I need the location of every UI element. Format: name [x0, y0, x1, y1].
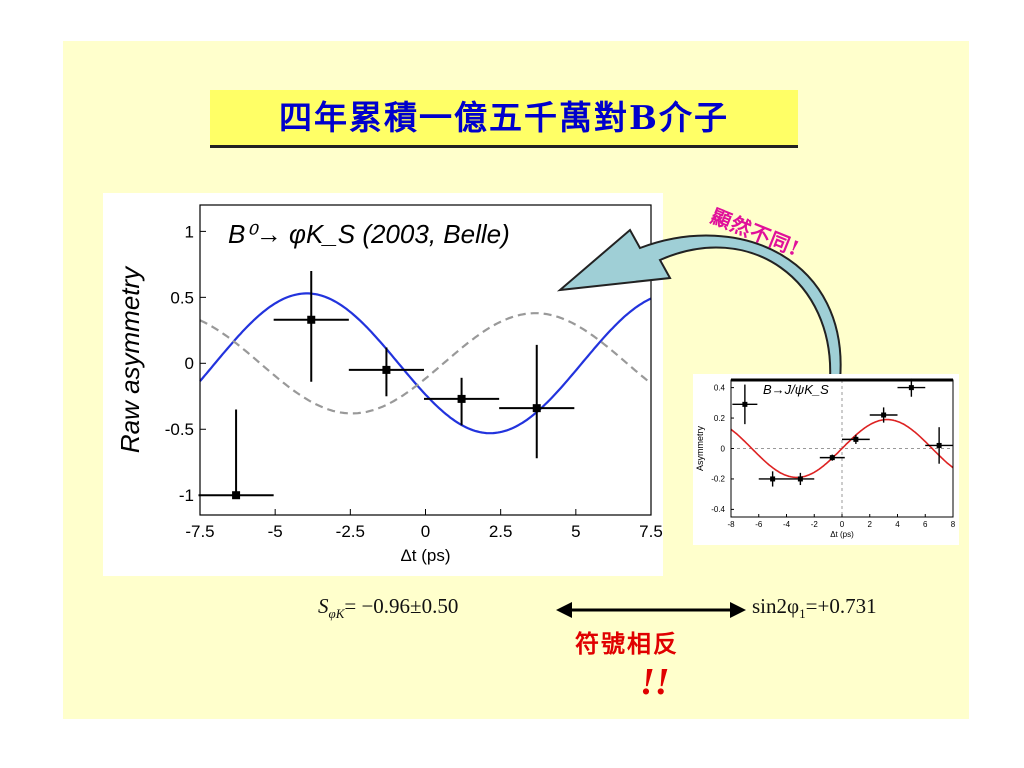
- data-point-4: [499, 344, 575, 459]
- data-point-0: [732, 384, 758, 425]
- point-marker: [853, 436, 859, 442]
- exclamation-marks: !!: [640, 661, 670, 703]
- y-tick-label: 0: [185, 354, 194, 373]
- eq-right-subscript: 1: [799, 606, 806, 622]
- eq-right-symbol: sin2φ: [752, 594, 800, 618]
- point-marker: [908, 385, 914, 391]
- point-marker: [797, 476, 803, 482]
- y-tick-label: -0.2: [711, 475, 725, 484]
- y-tick-label: 1: [185, 222, 194, 241]
- x-tick-label: -4: [783, 520, 791, 529]
- x-axis-title: Δt (ps): [400, 546, 450, 565]
- chart-title: B⁰→ φK_S (2003, Belle): [228, 219, 510, 249]
- x-tick-label: -7.5: [185, 522, 214, 541]
- point-marker: [232, 491, 241, 500]
- point-marker: [936, 442, 942, 448]
- y-axis-title: Raw asymmetry: [115, 265, 145, 453]
- x-tick-label: 2: [868, 520, 873, 529]
- data-point-3: [819, 454, 845, 461]
- y-tick-label: -0.5: [165, 420, 194, 439]
- x-tick-label: 7.5: [639, 522, 663, 541]
- data-point-0: [198, 409, 274, 500]
- y-tick-label: 0: [721, 444, 726, 453]
- data-point-7: [925, 427, 953, 464]
- y-tick-label: -1: [179, 486, 194, 505]
- x-tick-label: -2: [811, 520, 819, 529]
- data-point-2: [348, 347, 424, 397]
- data-point-6: [897, 378, 926, 397]
- point-marker: [457, 394, 466, 403]
- x-tick-label: -2.5: [336, 522, 365, 541]
- point-marker: [742, 401, 748, 407]
- x-tick-label: 4: [895, 520, 900, 529]
- point-marker: [881, 412, 887, 418]
- x-axis-title: Δt (ps): [830, 530, 854, 539]
- point-marker: [382, 365, 391, 374]
- data-point-5: [869, 407, 898, 423]
- opposite-sign-label: 符號相反: [575, 629, 679, 658]
- y-tick-label: 0.4: [714, 383, 726, 392]
- data-point-1: [758, 471, 787, 487]
- chart-title: B→J/ψK_S: [763, 382, 829, 397]
- main-asymmetry-chart: -7.5 -5 -2.5 0 2.5 5 7.5 1 0.5 0 -0.5 -1 Δt (ps) Raw …: [103, 193, 663, 576]
- x-tick-label: 0: [421, 522, 430, 541]
- page-title: 四年累積一億五千萬對B介子: [279, 98, 729, 137]
- point-marker: [770, 476, 776, 482]
- title-banner: 四年累積一億五千萬對B介子: [210, 90, 798, 148]
- fit-curve-1: [199, 312, 652, 415]
- eq-left-value: = −0.96±0.50: [344, 594, 459, 618]
- eq-right-value: =+0.731: [805, 594, 877, 618]
- chart-background: [103, 193, 663, 576]
- point-marker: [829, 455, 835, 461]
- x-tick-label: 2.5: [489, 522, 513, 541]
- eq-left-symbol: S: [318, 594, 329, 618]
- point-marker: [307, 315, 316, 324]
- equation-s-phik: SφK= −0.96±0.50: [318, 594, 458, 622]
- x-tick-label: -5: [268, 522, 283, 541]
- point-marker: [532, 404, 541, 413]
- eq-left-subscript: φK: [328, 606, 345, 622]
- x-tick-label: 8: [951, 520, 956, 529]
- x-tick-label: -6: [755, 520, 763, 529]
- y-axis-title: Asymmetry: [695, 426, 705, 472]
- fit-curve-0: [730, 418, 954, 479]
- curved-arrow-icon: [556, 228, 842, 381]
- data-point-2: [786, 472, 815, 486]
- y-tick-label: 0.2: [714, 414, 726, 423]
- x-tick-label: 0: [840, 520, 845, 529]
- curved-arrow-shape: [556, 228, 842, 381]
- x-tick-label: 5: [571, 522, 580, 541]
- x-tick-label: 6: [923, 520, 928, 529]
- equation-sin2phi1: sin2φ1=+0.731: [752, 594, 877, 622]
- y-tick-label: -0.4: [711, 505, 725, 514]
- data-point-3: [423, 377, 500, 426]
- data-point-1: [273, 270, 349, 382]
- fit-curve-0: [199, 292, 652, 435]
- inset-jpsi-chart: -8 -6 -4 -2 0 2 4 6 8 0.4 0.2 0 -0.2 -0.4 Δt (ps) Asymm…: [693, 374, 959, 545]
- double-arrow-icon: [556, 602, 746, 618]
- y-tick-label: 0.5: [170, 288, 194, 307]
- x-tick-label: -8: [727, 520, 735, 529]
- data-point-4: [842, 434, 870, 444]
